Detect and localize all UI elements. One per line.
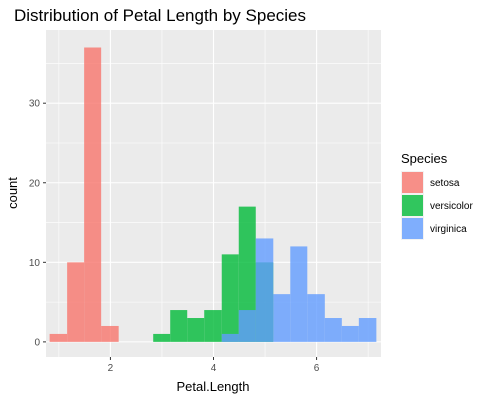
legend-label-versicolor: versicolor bbox=[430, 201, 473, 212]
histogram-bar-versicolor bbox=[221, 254, 239, 342]
histogram-bar-virginica bbox=[221, 333, 239, 342]
y-tick-label: 20 bbox=[29, 178, 41, 189]
legend-title: Species bbox=[401, 151, 448, 166]
histogram-bar-versicolor bbox=[204, 310, 222, 342]
x-tick-label: 4 bbox=[211, 363, 217, 374]
histogram-bar-virginica bbox=[358, 318, 377, 342]
histogram-bar-versicolor bbox=[153, 333, 171, 342]
x-tick-label: 2 bbox=[108, 363, 114, 374]
x-axis-ticks: 2 4 6 bbox=[108, 357, 320, 374]
y-tick-label: 30 bbox=[29, 99, 41, 110]
histogram-bar-setosa bbox=[101, 325, 119, 342]
y-tick-label: 0 bbox=[34, 337, 40, 348]
legend-swatch-setosa bbox=[402, 172, 423, 193]
legend-label-virginica: virginica bbox=[430, 224, 467, 235]
histogram-bar-versicolor bbox=[238, 206, 256, 342]
histogram-bar-setosa bbox=[67, 262, 85, 342]
legend-swatch-versicolor bbox=[402, 195, 423, 216]
histogram-bar-virginica bbox=[324, 318, 342, 342]
y-axis-title: count bbox=[5, 177, 20, 209]
histogram-bar-virginica bbox=[341, 325, 359, 342]
legend-swatch-virginica bbox=[402, 218, 423, 239]
y-tick-label: 10 bbox=[29, 258, 41, 269]
histogram-bar-virginica bbox=[238, 310, 256, 342]
chart-title: Distribution of Petal Length by Species bbox=[14, 6, 306, 25]
histogram-bar-virginica bbox=[273, 294, 291, 342]
histogram-bar-versicolor bbox=[187, 318, 205, 342]
x-tick-label: 6 bbox=[314, 363, 320, 374]
histogram-bar-setosa bbox=[84, 47, 102, 342]
x-axis-title: Petal.Length bbox=[176, 379, 249, 394]
histogram-bars bbox=[49, 47, 377, 342]
histogram-bar-setosa bbox=[49, 333, 68, 342]
histogram-bar-virginica bbox=[307, 294, 325, 342]
legend: Species setosa versicolor virginica bbox=[401, 151, 473, 240]
histogram-bar-virginica bbox=[290, 246, 308, 342]
histogram-bar-versicolor bbox=[170, 310, 188, 342]
histogram-bar-virginica bbox=[255, 238, 274, 342]
y-axis-ticks: 0 10 20 30 bbox=[29, 99, 46, 348]
legend-label-setosa: setosa bbox=[430, 178, 460, 189]
